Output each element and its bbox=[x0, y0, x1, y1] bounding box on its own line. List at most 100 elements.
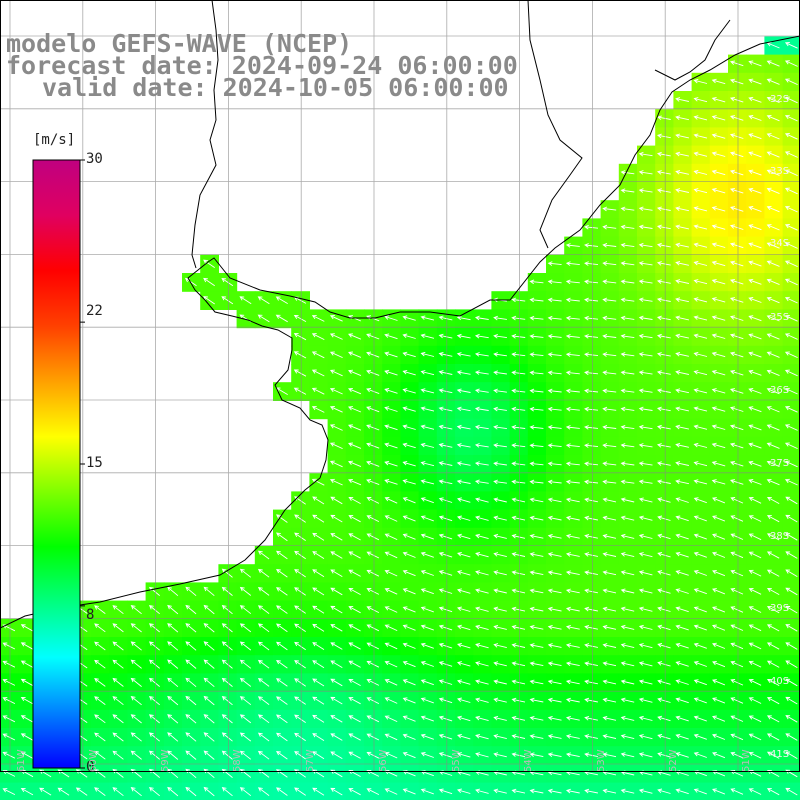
wind-arrow bbox=[474, 479, 489, 485]
wind-arrow bbox=[330, 569, 343, 577]
wind-arrow bbox=[729, 315, 744, 321]
speed-cell bbox=[527, 782, 547, 800]
wind-arrow bbox=[748, 497, 762, 504]
wind-arrow bbox=[785, 533, 798, 541]
wind-arrow bbox=[584, 224, 599, 230]
wind-arrow bbox=[348, 587, 361, 595]
title-valid-date: valid date: 2024-10-05 06:00:00 bbox=[42, 73, 509, 102]
wind-arrow bbox=[602, 406, 617, 412]
wind-arrow bbox=[329, 442, 343, 450]
wind-arrow bbox=[565, 643, 580, 648]
wind-arrow bbox=[602, 370, 617, 376]
wind-arrow bbox=[457, 752, 471, 758]
wind-arrow bbox=[766, 169, 780, 176]
wind-arrow bbox=[511, 588, 526, 594]
wind-arrow bbox=[348, 751, 361, 759]
wind-arrow bbox=[766, 642, 780, 650]
wind-arrow bbox=[366, 679, 380, 686]
lon-label: 54W bbox=[523, 749, 534, 772]
wind-arrow bbox=[529, 370, 544, 376]
wind-arrow bbox=[221, 787, 233, 797]
wind-arrow bbox=[693, 715, 707, 722]
wind-arrow bbox=[221, 296, 234, 305]
wind-arrow bbox=[203, 714, 215, 724]
wind-arrow bbox=[203, 641, 215, 651]
wind-arrow bbox=[620, 242, 635, 248]
wind-arrow bbox=[766, 278, 780, 286]
wind-arrow bbox=[384, 442, 398, 449]
wind-arrow bbox=[748, 551, 762, 559]
wind-arrow bbox=[748, 733, 762, 741]
wind-arrow bbox=[475, 734, 489, 740]
wind-arrow bbox=[784, 114, 798, 122]
wind-arrow bbox=[693, 515, 707, 522]
wind-arrow bbox=[493, 752, 507, 758]
wind-arrow bbox=[711, 242, 726, 248]
wind-arrow bbox=[330, 733, 343, 741]
wind-arrow bbox=[402, 624, 416, 631]
wind-arrow bbox=[475, 643, 489, 649]
wind-arrow bbox=[402, 497, 416, 504]
wind-arrow bbox=[529, 715, 544, 721]
wind-arrow bbox=[348, 551, 361, 559]
wind-arrow bbox=[620, 588, 635, 594]
wind-arrow bbox=[384, 660, 398, 668]
wind-arrow bbox=[729, 297, 744, 303]
wind-arrow bbox=[675, 733, 689, 740]
wind-arrow bbox=[312, 714, 325, 723]
wind-arrow bbox=[766, 733, 780, 741]
wind-arrow bbox=[493, 515, 507, 521]
wind-arrow bbox=[638, 242, 653, 248]
wind-arrow bbox=[565, 461, 580, 467]
wind-arrow bbox=[547, 479, 562, 485]
wind-arrow bbox=[330, 496, 343, 505]
wind-arrow bbox=[493, 388, 507, 394]
wind-arrow bbox=[167, 604, 179, 615]
wind-arrow bbox=[257, 587, 270, 596]
speed-cell bbox=[291, 782, 310, 800]
wind-arrow bbox=[402, 406, 416, 412]
wind-arrow bbox=[693, 333, 708, 339]
wind-arrow bbox=[293, 314, 307, 322]
wind-arrow bbox=[656, 206, 671, 212]
speed-cell bbox=[782, 728, 800, 747]
wind-arrow bbox=[348, 569, 361, 577]
wind-arrow bbox=[620, 552, 635, 558]
wind-arrow bbox=[766, 624, 780, 632]
wind-arrow bbox=[766, 606, 780, 614]
wind-arrow bbox=[402, 424, 416, 430]
wind-arrow bbox=[712, 733, 726, 740]
wind-arrow bbox=[565, 370, 580, 376]
wind-arrow bbox=[366, 497, 380, 504]
wind-arrow bbox=[456, 333, 471, 339]
wind-arrow bbox=[348, 351, 362, 358]
wind-arrow bbox=[675, 424, 689, 430]
wind-arrow bbox=[729, 479, 744, 485]
wind-arrow bbox=[784, 424, 798, 431]
wind-arrow bbox=[20, 624, 34, 632]
wind-arrow bbox=[620, 370, 635, 375]
wind-arrow bbox=[675, 370, 689, 375]
wind-arrow bbox=[257, 314, 270, 323]
wind-arrow bbox=[475, 788, 489, 794]
wind-arrow bbox=[693, 370, 708, 376]
wind-arrow bbox=[330, 660, 343, 668]
wind-arrow bbox=[384, 588, 398, 595]
wind-arrow bbox=[438, 424, 453, 430]
wind-arrow bbox=[276, 714, 288, 724]
wind-arrow bbox=[602, 224, 617, 230]
wind-arrow bbox=[167, 586, 179, 597]
wind-arrow bbox=[584, 461, 599, 467]
speed-cell bbox=[782, 582, 800, 602]
wind-arrow bbox=[729, 115, 744, 121]
wind-arrow bbox=[547, 370, 562, 376]
wind-arrow bbox=[748, 624, 762, 632]
wind-arrow bbox=[784, 351, 798, 359]
colorbar bbox=[32, 159, 81, 769]
wind-arrow bbox=[185, 659, 197, 669]
wind-arrow bbox=[675, 242, 689, 248]
speed-cell bbox=[273, 782, 292, 800]
wind-arrow bbox=[185, 695, 197, 706]
wind-arrow bbox=[384, 406, 398, 412]
